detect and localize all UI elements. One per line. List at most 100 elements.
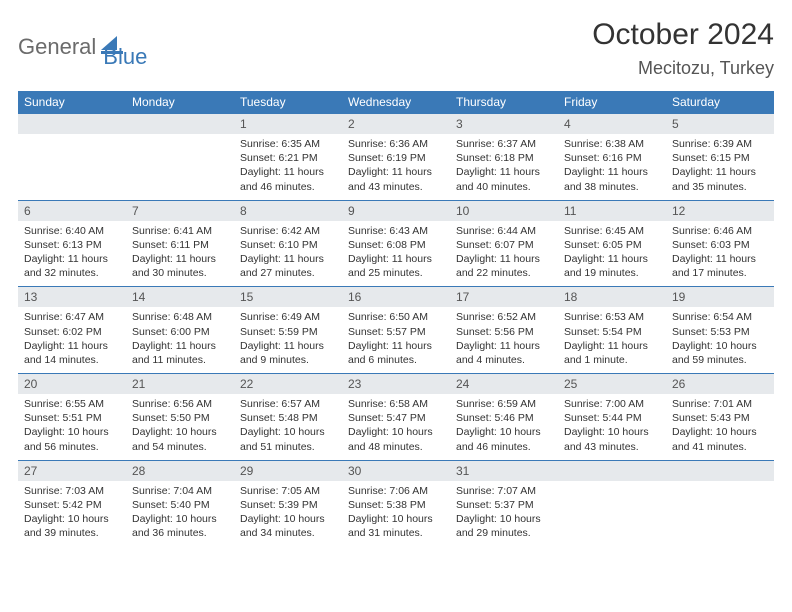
calendar-cell: 30Sunrise: 7:06 AMSunset: 5:38 PMDayligh…: [342, 460, 450, 546]
sunset-line: Sunset: 6:10 PM: [240, 238, 336, 252]
sunrise-line: Sunrise: 7:03 AM: [24, 484, 120, 498]
daylight-line: Daylight: 10 hours and 48 minutes.: [348, 425, 444, 453]
sunrise-line: Sunrise: 6:44 AM: [456, 224, 552, 238]
sunset-line: Sunset: 5:42 PM: [24, 498, 120, 512]
day-number: 14: [126, 287, 234, 307]
daylight-line: Daylight: 11 hours and 30 minutes.: [132, 252, 228, 280]
sunset-line: Sunset: 5:38 PM: [348, 498, 444, 512]
calendar-head: SundayMondayTuesdayWednesdayThursdayFrid…: [18, 91, 774, 114]
title-block: October 2024 Mecitozu, Turkey: [592, 18, 774, 79]
sunrise-line: Sunrise: 6:35 AM: [240, 137, 336, 151]
calendar-cell: 1Sunrise: 6:35 AMSunset: 6:21 PMDaylight…: [234, 114, 342, 201]
daylight-line: Daylight: 10 hours and 41 minutes.: [672, 425, 768, 453]
day-number: 5: [666, 114, 774, 134]
day-content: Sunrise: 7:01 AMSunset: 5:43 PMDaylight:…: [666, 394, 774, 460]
sunset-line: Sunset: 6:18 PM: [456, 151, 552, 165]
sunset-line: Sunset: 5:56 PM: [456, 325, 552, 339]
day-content: Sunrise: 6:53 AMSunset: 5:54 PMDaylight:…: [558, 307, 666, 373]
daylight-line: Daylight: 11 hours and 11 minutes.: [132, 339, 228, 367]
day-number: [126, 114, 234, 134]
logo-text-blue: Blue: [103, 44, 147, 70]
calendar-cell: 17Sunrise: 6:52 AMSunset: 5:56 PMDayligh…: [450, 287, 558, 374]
sunset-line: Sunset: 5:47 PM: [348, 411, 444, 425]
calendar-cell: 26Sunrise: 7:01 AMSunset: 5:43 PMDayligh…: [666, 374, 774, 461]
day-number: 1: [234, 114, 342, 134]
day-number: 16: [342, 287, 450, 307]
daylight-line: Daylight: 11 hours and 27 minutes.: [240, 252, 336, 280]
day-number: [666, 461, 774, 481]
calendar-body: 1Sunrise: 6:35 AMSunset: 6:21 PMDaylight…: [18, 114, 774, 547]
sunset-line: Sunset: 5:40 PM: [132, 498, 228, 512]
calendar-cell: 22Sunrise: 6:57 AMSunset: 5:48 PMDayligh…: [234, 374, 342, 461]
day-header: Tuesday: [234, 91, 342, 114]
day-content: Sunrise: 6:50 AMSunset: 5:57 PMDaylight:…: [342, 307, 450, 373]
day-content: Sunrise: 6:54 AMSunset: 5:53 PMDaylight:…: [666, 307, 774, 373]
sunset-line: Sunset: 6:07 PM: [456, 238, 552, 252]
sunset-line: Sunset: 5:46 PM: [456, 411, 552, 425]
day-number: 20: [18, 374, 126, 394]
sunset-line: Sunset: 6:00 PM: [132, 325, 228, 339]
daylight-line: Daylight: 10 hours and 56 minutes.: [24, 425, 120, 453]
sunrise-line: Sunrise: 6:50 AM: [348, 310, 444, 324]
day-content: Sunrise: 6:48 AMSunset: 6:00 PMDaylight:…: [126, 307, 234, 373]
daylight-line: Daylight: 10 hours and 43 minutes.: [564, 425, 660, 453]
sunrise-line: Sunrise: 6:45 AM: [564, 224, 660, 238]
day-content: Sunrise: 6:44 AMSunset: 6:07 PMDaylight:…: [450, 221, 558, 287]
calendar-cell: 12Sunrise: 6:46 AMSunset: 6:03 PMDayligh…: [666, 200, 774, 287]
calendar-cell: 7Sunrise: 6:41 AMSunset: 6:11 PMDaylight…: [126, 200, 234, 287]
day-content: Sunrise: 7:03 AMSunset: 5:42 PMDaylight:…: [18, 481, 126, 547]
day-content: Sunrise: 6:55 AMSunset: 5:51 PMDaylight:…: [18, 394, 126, 460]
day-content: Sunrise: 6:39 AMSunset: 6:15 PMDaylight:…: [666, 134, 774, 200]
calendar-cell: 11Sunrise: 6:45 AMSunset: 6:05 PMDayligh…: [558, 200, 666, 287]
calendar-table: SundayMondayTuesdayWednesdayThursdayFrid…: [18, 91, 774, 546]
day-content: Sunrise: 7:07 AMSunset: 5:37 PMDaylight:…: [450, 481, 558, 547]
sunrise-line: Sunrise: 6:42 AM: [240, 224, 336, 238]
day-number: 27: [18, 461, 126, 481]
daylight-line: Daylight: 10 hours and 46 minutes.: [456, 425, 552, 453]
day-number: [18, 114, 126, 134]
sunset-line: Sunset: 5:48 PM: [240, 411, 336, 425]
day-content: Sunrise: 6:42 AMSunset: 6:10 PMDaylight:…: [234, 221, 342, 287]
calendar-cell: 2Sunrise: 6:36 AMSunset: 6:19 PMDaylight…: [342, 114, 450, 201]
day-number: 9: [342, 201, 450, 221]
daylight-line: Daylight: 10 hours and 51 minutes.: [240, 425, 336, 453]
sunrise-line: Sunrise: 7:01 AM: [672, 397, 768, 411]
day-content: Sunrise: 6:41 AMSunset: 6:11 PMDaylight:…: [126, 221, 234, 287]
day-number: 31: [450, 461, 558, 481]
sunset-line: Sunset: 6:02 PM: [24, 325, 120, 339]
calendar-cell: 19Sunrise: 6:54 AMSunset: 5:53 PMDayligh…: [666, 287, 774, 374]
sunset-line: Sunset: 5:59 PM: [240, 325, 336, 339]
sunrise-line: Sunrise: 6:37 AM: [456, 137, 552, 151]
sunrise-line: Sunrise: 6:59 AM: [456, 397, 552, 411]
daylight-line: Daylight: 11 hours and 14 minutes.: [24, 339, 120, 367]
sunset-line: Sunset: 6:03 PM: [672, 238, 768, 252]
daylight-line: Daylight: 11 hours and 22 minutes.: [456, 252, 552, 280]
sunrise-line: Sunrise: 7:07 AM: [456, 484, 552, 498]
sunrise-line: Sunrise: 6:56 AM: [132, 397, 228, 411]
day-number: 13: [18, 287, 126, 307]
sunrise-line: Sunrise: 6:57 AM: [240, 397, 336, 411]
day-number: 19: [666, 287, 774, 307]
sunset-line: Sunset: 6:08 PM: [348, 238, 444, 252]
sunset-line: Sunset: 6:19 PM: [348, 151, 444, 165]
daylight-line: Daylight: 10 hours and 54 minutes.: [132, 425, 228, 453]
day-content: Sunrise: 6:40 AMSunset: 6:13 PMDaylight:…: [18, 221, 126, 287]
sunset-line: Sunset: 5:37 PM: [456, 498, 552, 512]
sunset-line: Sunset: 6:05 PM: [564, 238, 660, 252]
calendar-cell: 28Sunrise: 7:04 AMSunset: 5:40 PMDayligh…: [126, 460, 234, 546]
day-content: Sunrise: 6:59 AMSunset: 5:46 PMDaylight:…: [450, 394, 558, 460]
daylight-line: Daylight: 11 hours and 19 minutes.: [564, 252, 660, 280]
sunset-line: Sunset: 6:16 PM: [564, 151, 660, 165]
day-header: Friday: [558, 91, 666, 114]
sunrise-line: Sunrise: 6:36 AM: [348, 137, 444, 151]
calendar-cell: 10Sunrise: 6:44 AMSunset: 6:07 PMDayligh…: [450, 200, 558, 287]
daylight-line: Daylight: 11 hours and 17 minutes.: [672, 252, 768, 280]
sunrise-line: Sunrise: 7:00 AM: [564, 397, 660, 411]
sunrise-line: Sunrise: 6:49 AM: [240, 310, 336, 324]
calendar-cell: 15Sunrise: 6:49 AMSunset: 5:59 PMDayligh…: [234, 287, 342, 374]
calendar-cell: 3Sunrise: 6:37 AMSunset: 6:18 PMDaylight…: [450, 114, 558, 201]
sunrise-line: Sunrise: 6:53 AM: [564, 310, 660, 324]
calendar-row: 13Sunrise: 6:47 AMSunset: 6:02 PMDayligh…: [18, 287, 774, 374]
daylight-line: Daylight: 11 hours and 40 minutes.: [456, 165, 552, 193]
sunset-line: Sunset: 5:54 PM: [564, 325, 660, 339]
